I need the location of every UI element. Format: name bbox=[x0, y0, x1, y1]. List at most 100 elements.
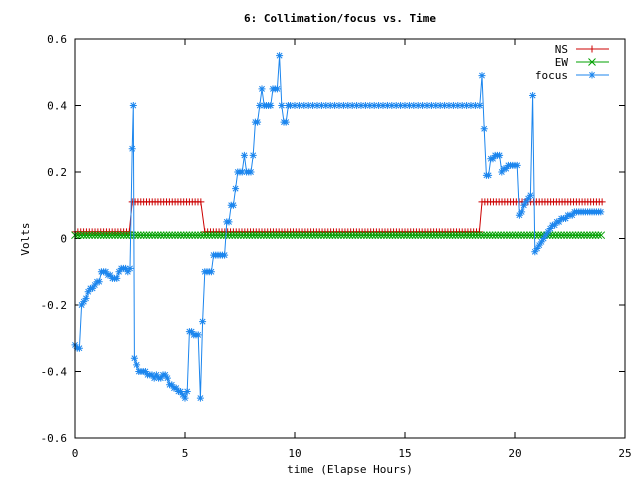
focus-point bbox=[568, 211, 576, 219]
EW-point bbox=[354, 231, 362, 240]
focus-point bbox=[80, 298, 88, 306]
EW-point bbox=[188, 231, 197, 240]
EW-point bbox=[208, 231, 217, 240]
EW-point bbox=[277, 231, 285, 240]
focus-point bbox=[353, 102, 361, 109]
EW-point bbox=[76, 231, 85, 240]
focus-point bbox=[540, 235, 548, 242]
EW-point bbox=[374, 231, 383, 240]
EW-point bbox=[262, 231, 271, 240]
focus-point bbox=[124, 268, 132, 276]
EW-point bbox=[468, 231, 477, 240]
focus-point bbox=[518, 208, 526, 216]
focus-point bbox=[449, 102, 457, 109]
EW-point bbox=[434, 231, 443, 240]
EW-point bbox=[194, 231, 202, 240]
y-tick-label: -0.4 bbox=[41, 366, 68, 379]
focus-point bbox=[267, 102, 275, 109]
series-EW bbox=[71, 231, 606, 240]
focus-point bbox=[194, 331, 202, 339]
focus-point bbox=[375, 102, 383, 109]
EW-point bbox=[405, 231, 414, 240]
focus-point bbox=[551, 221, 559, 229]
EW-point bbox=[440, 231, 448, 240]
y-tick-label: 0.4 bbox=[47, 100, 67, 113]
EW-point bbox=[311, 231, 320, 240]
focus-point bbox=[427, 102, 435, 109]
EW-point bbox=[554, 231, 563, 240]
EW-point bbox=[408, 231, 417, 240]
EW-point bbox=[257, 231, 265, 240]
focus-point bbox=[520, 201, 528, 209]
EW-point bbox=[380, 231, 388, 240]
focus-point bbox=[102, 268, 110, 276]
focus-point bbox=[555, 218, 563, 226]
EW-point bbox=[174, 231, 182, 240]
EW-point bbox=[176, 231, 185, 240]
chart-title: 6: Collimation/focus vs. Time bbox=[244, 12, 436, 25]
focus-point bbox=[157, 374, 165, 382]
focus-point bbox=[133, 361, 141, 369]
focus-point bbox=[537, 238, 545, 246]
EW-point bbox=[242, 231, 251, 240]
x-tick-label: 15 bbox=[398, 447, 411, 460]
focus-point bbox=[526, 191, 534, 199]
EW-point bbox=[397, 231, 405, 240]
focus-point bbox=[467, 102, 475, 109]
EW-point bbox=[583, 231, 591, 240]
focus-point bbox=[84, 288, 92, 296]
y-tick-label: -0.6 bbox=[41, 432, 68, 445]
EW-point bbox=[594, 231, 603, 240]
focus-point bbox=[463, 102, 471, 109]
plot-frame bbox=[74, 38, 626, 439]
EW-point bbox=[391, 231, 400, 240]
EW-point bbox=[345, 231, 354, 240]
focus-point bbox=[130, 354, 138, 362]
EW-point bbox=[225, 231, 234, 240]
EW-point bbox=[122, 231, 131, 240]
EW-point bbox=[591, 231, 600, 240]
EW-point bbox=[279, 231, 288, 240]
focus-point bbox=[309, 102, 317, 109]
EW-point bbox=[79, 231, 88, 240]
focus-point bbox=[436, 102, 444, 109]
EW-point bbox=[337, 231, 345, 240]
focus-point bbox=[441, 102, 449, 109]
EW-point bbox=[480, 231, 488, 240]
EW-point bbox=[259, 231, 268, 240]
EW-point bbox=[551, 231, 560, 240]
EW-point bbox=[265, 231, 274, 240]
focus-point bbox=[401, 102, 409, 109]
EW-point bbox=[580, 231, 588, 240]
EW-point bbox=[88, 231, 97, 240]
EW-point bbox=[288, 231, 297, 240]
EW-point bbox=[214, 231, 222, 240]
focus-point bbox=[361, 102, 369, 109]
focus-point bbox=[498, 168, 506, 176]
EW-point bbox=[451, 231, 460, 240]
EW-point bbox=[565, 231, 574, 240]
focus-point bbox=[82, 294, 90, 302]
EW-point bbox=[299, 231, 308, 240]
focus-point bbox=[313, 102, 321, 109]
x-tick-label: 25 bbox=[618, 447, 631, 460]
focus-point bbox=[339, 102, 347, 109]
EW-point bbox=[119, 231, 128, 240]
EW-point bbox=[445, 231, 454, 240]
focus-point bbox=[291, 102, 299, 109]
EW-point bbox=[557, 231, 566, 240]
EW-point bbox=[460, 231, 468, 240]
EW-point bbox=[105, 231, 114, 240]
EW-point bbox=[360, 231, 368, 240]
focus-point bbox=[432, 102, 440, 109]
legend-label: EW bbox=[555, 56, 569, 69]
focus-point bbox=[106, 271, 114, 279]
focus-point bbox=[597, 208, 605, 216]
EW-point bbox=[425, 231, 434, 240]
focus-point bbox=[128, 145, 136, 153]
EW-point bbox=[520, 231, 528, 240]
focus-point bbox=[522, 198, 530, 206]
focus-point bbox=[542, 231, 550, 239]
EW-point bbox=[96, 231, 105, 240]
